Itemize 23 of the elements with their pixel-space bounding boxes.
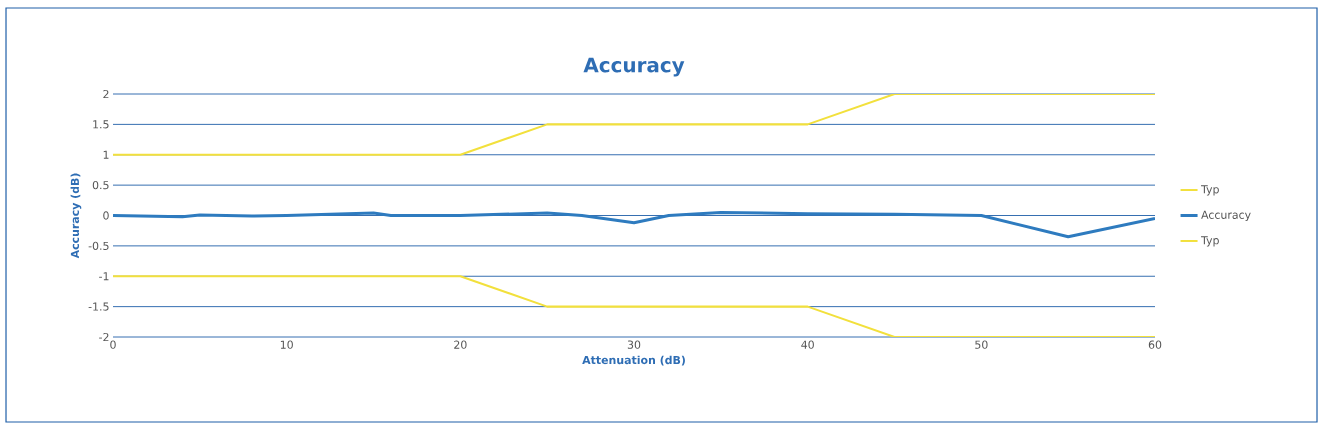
- x-tick-label: 20: [454, 340, 467, 349]
- line-series: [113, 210, 1156, 239]
- y-tick-label: 2: [103, 89, 109, 99]
- x-tick-label: 10: [280, 340, 293, 349]
- y-tick-label: 0.5: [92, 180, 109, 190]
- x-axis-title: Attenuation (dB): [582, 355, 685, 366]
- chart-title: Accuracy: [583, 57, 685, 77]
- y-tick-label: 1: [103, 150, 109, 159]
- y-tick-label: 1.5: [93, 120, 109, 129]
- legend-label: Typ: [1201, 185, 1219, 196]
- legend-label: Accuracy: [1201, 210, 1251, 222]
- y-tick-label: -1: [99, 272, 109, 281]
- y-tick-label: -0.5: [88, 241, 109, 251]
- x-tick-label: 50: [975, 340, 988, 349]
- x-tick-label: 40: [801, 340, 814, 349]
- legend-label: Typ: [1201, 236, 1219, 247]
- y-axis-title: Accuracy (dB): [70, 173, 82, 259]
- y-tick-label: -2: [99, 332, 109, 342]
- x-tick-label: 60: [1148, 340, 1162, 349]
- x-tick-label: 0: [110, 340, 116, 349]
- x-tick-label: 30: [627, 340, 641, 349]
- y-tick-label: -1.5: [88, 302, 109, 311]
- y-tick-label: 0: [103, 211, 109, 220]
